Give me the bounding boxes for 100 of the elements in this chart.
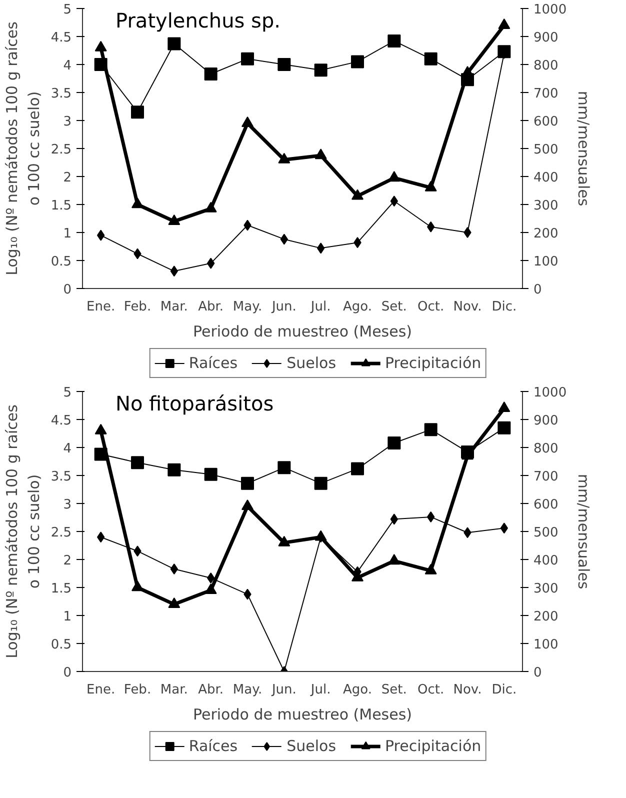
point xyxy=(168,214,180,225)
point xyxy=(131,456,144,470)
point xyxy=(424,180,437,192)
y2-tick-label: 300 xyxy=(534,582,558,596)
x-tick-label: Set. xyxy=(381,682,407,698)
chart-title: Pratylenchus sp. xyxy=(116,8,280,32)
legend-label: Raíces xyxy=(188,737,238,755)
x-tick-label: Ene. xyxy=(86,300,116,314)
y2-tick-label: 900 xyxy=(534,30,558,46)
point xyxy=(314,476,328,490)
y2-axis-title: mm/mensuales xyxy=(574,90,593,206)
x-tick-label: Mar. xyxy=(160,682,188,698)
x-tick-label: Nov. xyxy=(453,300,482,314)
legend-label: Precipitación xyxy=(385,737,482,755)
y2-tick-label: 600 xyxy=(534,498,558,512)
y2-tick-label: 100 xyxy=(534,254,558,270)
y-tick-label: 3.5 xyxy=(50,86,72,102)
y2-tick-label: 500 xyxy=(534,526,558,540)
x-tick-label: Dic. xyxy=(492,300,517,314)
point xyxy=(204,468,218,481)
point xyxy=(278,461,291,474)
point xyxy=(352,189,364,200)
point xyxy=(314,148,327,160)
y2-tick-label: 100 xyxy=(534,638,558,652)
y-tick-label: 4.5 xyxy=(50,30,72,46)
point xyxy=(94,424,107,434)
y-tick-label: 3 xyxy=(63,498,72,512)
legend-label: Suelos xyxy=(286,354,336,372)
point xyxy=(242,499,254,510)
x-tick-label: Abr. xyxy=(198,300,224,314)
point xyxy=(131,106,144,119)
y-tick-label: 5 xyxy=(63,386,72,400)
point xyxy=(351,462,364,476)
point xyxy=(388,171,400,182)
y-tick-label: 4 xyxy=(63,58,72,74)
y2-tick-label: 800 xyxy=(534,442,558,456)
y-tick-label: 4.5 xyxy=(50,414,72,428)
y2-tick-label: 400 xyxy=(534,170,558,186)
point xyxy=(424,564,437,574)
point xyxy=(168,37,181,50)
x-tick-label: Abr. xyxy=(198,682,224,698)
point xyxy=(132,580,144,592)
y2-tick-label: 400 xyxy=(534,554,558,568)
y-tick-label: 2 xyxy=(63,170,72,186)
x-tick-label: Feb. xyxy=(124,300,152,314)
point xyxy=(351,55,364,68)
y2-tick-label: 900 xyxy=(534,414,558,428)
y-tick-label: 2.5 xyxy=(50,526,72,540)
point xyxy=(204,583,217,594)
y2-tick-label: 0 xyxy=(534,666,542,680)
y-tick-label: 1 xyxy=(63,610,72,624)
x-tick-label: May. xyxy=(232,682,262,698)
x-tick-label: Nov. xyxy=(453,682,482,698)
y2-tick-label: 0 xyxy=(534,282,542,298)
chart-title: No fitoparásitos xyxy=(116,392,274,416)
point xyxy=(168,463,181,476)
point xyxy=(314,64,328,77)
y-tick-label: 0.5 xyxy=(50,638,72,652)
y-tick-label: 2 xyxy=(63,554,72,568)
y2-tick-label: 1000 xyxy=(534,386,567,400)
y2-tick-label: 1000 xyxy=(534,2,567,18)
x-tick-label: Ago. xyxy=(343,300,372,314)
y2-tick-label: 700 xyxy=(534,86,558,102)
point xyxy=(132,198,144,208)
y-tick-label: 0 xyxy=(63,666,72,680)
y2-tick-label: 300 xyxy=(534,198,558,214)
point xyxy=(278,536,290,546)
legend-label: Raíces xyxy=(188,354,238,372)
x-tick-label: Mar. xyxy=(160,300,188,314)
y-axis-title: Log₁₀ (Nº nemátodos 100 g raíces o 100 cc suelo) xyxy=(3,21,43,276)
y-tick-label: 0 xyxy=(63,282,72,298)
point xyxy=(498,18,510,29)
point xyxy=(388,436,401,450)
point xyxy=(241,476,254,490)
y-tick-label: 2.5 xyxy=(50,142,72,158)
x-tick-label: Jul. xyxy=(310,682,331,698)
y-tick-label: 5 xyxy=(63,2,72,18)
y-tick-label: 0.5 xyxy=(50,254,72,270)
y2-tick-label: 600 xyxy=(534,114,558,130)
y-tick-label: 3.5 xyxy=(50,470,72,484)
point xyxy=(498,421,511,434)
point xyxy=(242,116,254,127)
y2-tick-label: 800 xyxy=(534,58,558,74)
y-tick-label: 1.5 xyxy=(50,582,72,596)
point xyxy=(424,423,438,436)
y2-tick-label: 700 xyxy=(534,470,558,484)
point xyxy=(464,227,472,238)
x-tick-label: Dic. xyxy=(492,682,517,698)
y-axis-title: Log₁₀ (Nº nemátodos 100 g raíces o 100 cc suelo) xyxy=(3,404,43,658)
y-tick-label: 3 xyxy=(63,114,72,130)
y2-tick-label: 500 xyxy=(534,142,558,158)
point xyxy=(204,68,218,81)
x-axis-title: Periodo de muestreo (Meses) xyxy=(192,322,412,340)
legend-label: Precipitación xyxy=(385,354,482,372)
point xyxy=(388,554,400,565)
y2-tick-label: 200 xyxy=(534,226,558,242)
x-tick-label: Jul. xyxy=(310,300,331,314)
legend-label: Suelos xyxy=(286,737,336,755)
point xyxy=(278,58,291,71)
point xyxy=(314,530,327,541)
